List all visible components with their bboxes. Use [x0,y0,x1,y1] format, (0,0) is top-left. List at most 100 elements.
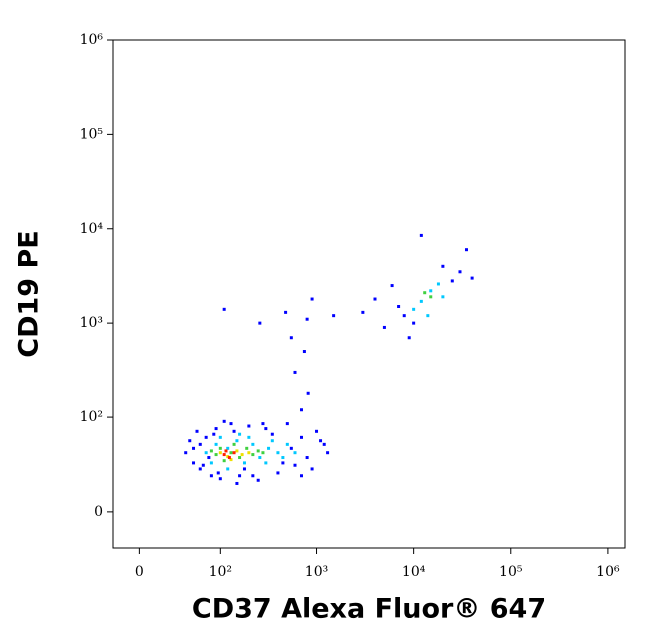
event-dot [264,461,268,465]
event-dot [426,314,430,318]
event-dot [238,474,242,478]
event-dot [302,350,306,354]
event-dot [209,474,213,478]
event-dot [293,451,297,455]
event-dot [198,467,202,471]
event-dot [184,451,188,455]
event-dot [245,446,249,450]
event-dot [423,291,427,295]
event-dot [235,449,239,453]
event-dot [261,422,265,426]
event-dot [258,321,262,325]
event-dot [315,429,319,433]
event-dot [256,449,260,453]
event-dot [258,456,262,460]
event-dot [270,432,274,436]
event-dot [289,446,293,450]
x-tick-label: 10² [209,564,232,580]
y-axis-title: CD19 PE [14,230,45,357]
event-dot [270,439,274,443]
x-tick-label: 0 [135,564,144,580]
event-dot [226,446,230,450]
event-dot [235,481,239,485]
event-dot [227,456,231,460]
event-dot [238,432,242,436]
event-dot [229,422,233,426]
event-dot [247,451,251,455]
event-dot [204,451,208,455]
event-dot [285,442,289,446]
event-dot [229,458,233,462]
event-dot [214,427,218,431]
event-dot [209,449,213,453]
y-tick-label: 10² [80,409,103,425]
event-dot [195,429,199,433]
event-dot [192,461,196,465]
event-dot [419,233,423,237]
event-dot [436,282,440,286]
event-dot [235,439,239,443]
event-dot [214,453,218,457]
event-dot [209,461,213,465]
event-dot [305,317,309,321]
x-tick-label: 10⁴ [402,564,426,580]
x-axis-title: CD37 Alexa Fluor® 647 [192,594,546,625]
event-dot [373,297,377,301]
event-dot [299,435,303,439]
x-tick-label: 10³ [305,564,328,580]
event-dot [276,451,280,455]
event-dot [251,474,255,478]
event-dot [305,456,309,460]
y-tick-label: 0 [94,504,103,520]
event-dot [232,442,236,446]
event-dot [242,467,246,471]
event-dot [326,451,330,455]
event-dot [264,427,268,431]
event-dot [226,455,230,459]
event-dot [201,463,205,467]
event-dot [218,446,222,450]
event-dot [240,453,244,457]
event-dot [214,442,218,446]
event-dot [412,307,416,311]
event-dot [306,391,310,395]
event-dot [397,305,401,309]
event-dot [251,442,255,446]
event-dot [284,310,288,314]
event-dot [289,336,293,340]
event-dot [419,299,423,303]
event-dot [224,449,228,453]
event-dot [412,321,416,325]
event-dot [226,467,230,471]
event-dot [322,442,326,446]
event-dot [429,295,433,299]
event-dot [216,471,220,475]
event-dot [429,289,433,293]
event-dot [242,461,246,465]
y-tick-label: 10³ [80,315,103,331]
event-dot [218,477,222,481]
event-dot [251,453,255,457]
event-dot [382,325,386,329]
event-dot [247,424,251,428]
event-dot [390,284,394,288]
event-dot [293,463,297,467]
event-dot [238,456,242,460]
event-dot [299,474,303,478]
event-dot [332,314,336,318]
event-dot [222,459,226,463]
plot-frame [112,39,626,549]
y-tick-label: 10⁴ [80,221,104,237]
event-dot [470,276,474,280]
event-dot [198,442,202,446]
event-dot [285,422,289,426]
event-dot [276,471,280,475]
event-dot [261,451,265,455]
event-dot [441,295,445,299]
event-dot [218,451,222,455]
event-dot [267,446,271,450]
event-dot [256,478,260,482]
event-dot [188,439,192,443]
event-dot [361,310,365,314]
